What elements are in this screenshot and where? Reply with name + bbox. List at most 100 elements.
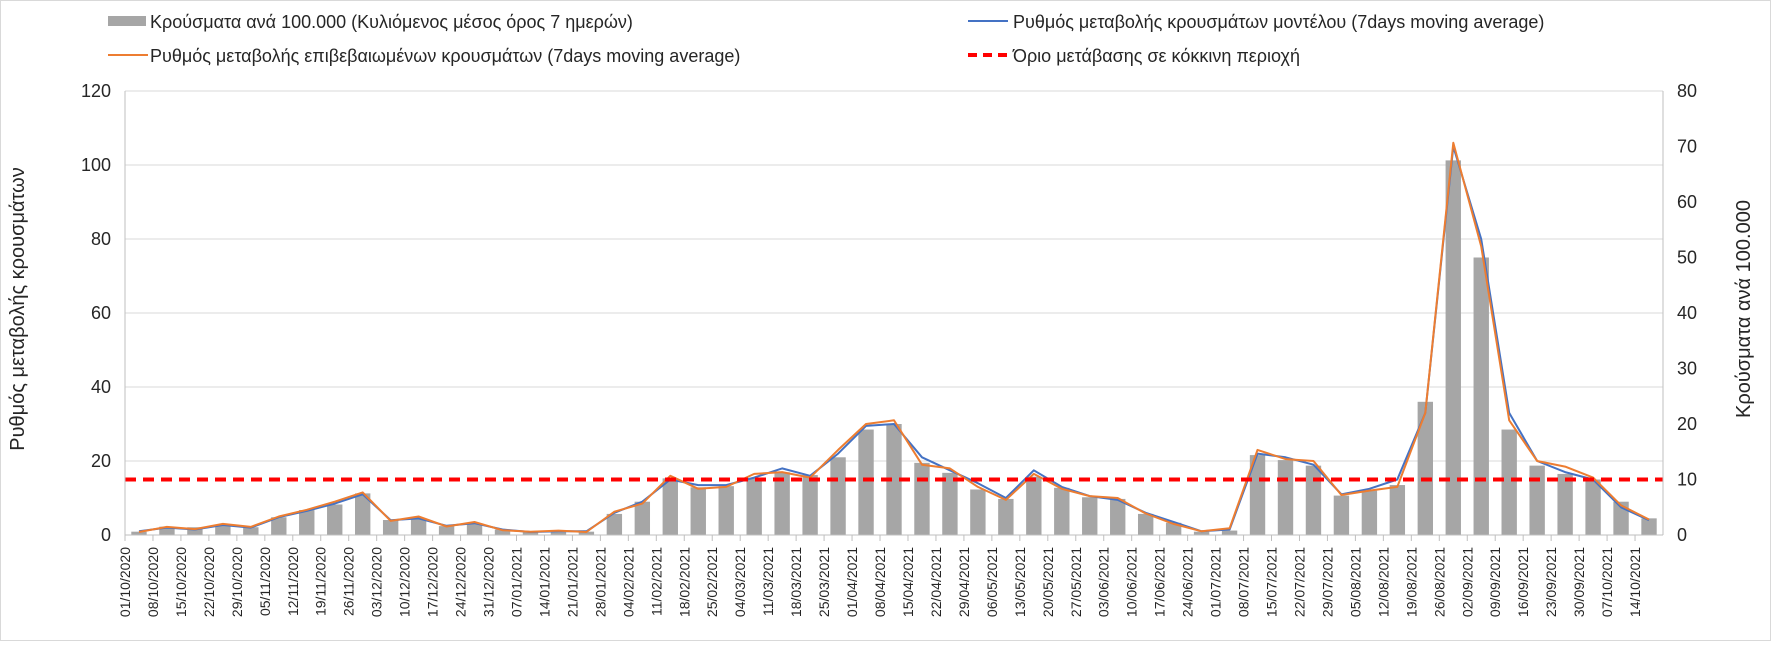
x-tick-label: 05/11/2020 — [257, 547, 273, 616]
x-tick-label: 07/01/2021 — [508, 547, 524, 617]
bar[interactable] — [1585, 479, 1601, 536]
x-tick-label: 25/02/2021 — [704, 547, 720, 617]
x-tick-label: 24/06/2021 — [1180, 547, 1196, 617]
x-tick-label: 22/07/2021 — [1291, 547, 1307, 617]
left-tick-label: 40 — [91, 377, 111, 397]
bar[interactable] — [271, 517, 287, 535]
bar[interactable] — [802, 475, 818, 535]
x-tick-label: 13/05/2021 — [1012, 547, 1028, 617]
x-tick-label: 03/12/2020 — [369, 547, 385, 617]
axis-layer: 0 20 40 60 80 100 120 0 10 20 30 40 50 60 70 80 01/10/20… — [81, 81, 1697, 617]
bar[interactable] — [1529, 465, 1545, 535]
bar[interactable] — [774, 472, 790, 535]
bar[interactable] — [886, 424, 902, 535]
bar[interactable] — [1333, 495, 1350, 535]
bar[interactable] — [215, 525, 231, 535]
bar[interactable] — [1445, 160, 1461, 535]
bar[interactable] — [299, 510, 315, 535]
bar[interactable] — [1473, 257, 1489, 536]
bar[interactable] — [438, 526, 455, 535]
x-tick-label: 28/01/2021 — [592, 547, 608, 617]
bar[interactable] — [550, 531, 567, 535]
bar[interactable] — [1305, 465, 1322, 535]
left-tick-label: 0 — [101, 525, 111, 545]
x-tick-label: 08/07/2021 — [1236, 547, 1252, 617]
bar[interactable] — [466, 523, 483, 535]
bar[interactable] — [187, 527, 203, 535]
x-tick-label: 14/01/2021 — [536, 547, 552, 617]
left-tick-label: 20 — [91, 451, 111, 471]
x-tick-label: 12/08/2021 — [1375, 547, 1391, 617]
bar[interactable] — [662, 478, 678, 535]
legend-item-threshold[interactable]: Όριο μετάβασης σε κόκκινη περιοχή — [968, 46, 1300, 66]
bar[interactable] — [382, 520, 399, 535]
bar[interactable] — [1249, 455, 1266, 535]
bar[interactable] — [1557, 473, 1573, 535]
bar[interactable] — [578, 531, 595, 535]
x-tick-label: 15/10/2020 — [173, 547, 189, 617]
x-tick-label: 15/04/2021 — [900, 547, 916, 617]
x-tick-label: 30/09/2021 — [1571, 547, 1587, 617]
right-tick-label: 20 — [1677, 414, 1697, 434]
bar[interactable] — [1193, 531, 1210, 535]
bar[interactable] — [159, 526, 175, 535]
bar[interactable] — [1054, 487, 1070, 535]
legend-item-bars[interactable]: Κρούσματα ανά 100.000 (Κυλιόμενος μέσος … — [108, 12, 633, 32]
bar[interactable] — [998, 498, 1014, 535]
bar[interactable] — [1221, 530, 1238, 535]
x-tick-label: 10/06/2021 — [1124, 547, 1140, 617]
legend-label-bars: Κρούσματα ανά 100.000 (Κυλιόμενος μέσος … — [150, 12, 633, 32]
right-axis-title: Κρούσματα ανά 100.000 — [1733, 200, 1755, 418]
bar[interactable] — [1277, 460, 1294, 535]
x-tick-label: 26/11/2020 — [341, 547, 357, 616]
bar[interactable] — [1082, 497, 1098, 535]
bar[interactable] — [830, 457, 846, 535]
x-tick-label: 19/11/2020 — [313, 547, 329, 616]
bar[interactable] — [1389, 485, 1406, 535]
bar[interactable] — [522, 532, 539, 535]
left-tick-label: 120 — [81, 81, 111, 101]
bar[interactable] — [410, 518, 427, 535]
x-tick-label: 01/10/2020 — [117, 547, 133, 617]
legend: Κρούσματα ανά 100.000 (Κυλιόμενος μέσος … — [108, 12, 1544, 66]
right-tick-label: 50 — [1677, 248, 1697, 268]
bar[interactable] — [858, 429, 874, 535]
bar[interactable] — [1501, 429, 1517, 535]
bar[interactable] — [606, 513, 623, 535]
x-tick-label: 29/07/2021 — [1319, 547, 1335, 617]
series-line-confirmed[interactable] — [138, 141, 1650, 533]
bar[interactable] — [718, 486, 734, 535]
bar[interactable] — [355, 493, 371, 535]
left-axis-title: Ρυθμός μεταβολής κρουσμάτων — [7, 167, 29, 451]
bar[interactable] — [942, 472, 958, 535]
x-tick-label: 19/08/2021 — [1403, 547, 1419, 617]
bar[interactable] — [1026, 476, 1042, 535]
legend-item-confirmed[interactable]: Ρυθμός μεταβολής επιβεβαιωμένων κρουσμάτ… — [108, 46, 740, 66]
bar[interactable] — [1641, 518, 1657, 535]
bar[interactable] — [494, 529, 511, 535]
bar[interactable] — [131, 531, 147, 535]
bar[interactable] — [634, 501, 651, 535]
x-tick-label: 22/04/2021 — [928, 547, 944, 617]
bar[interactable] — [1361, 490, 1378, 535]
bar[interactable] — [1417, 401, 1433, 535]
bar[interactable] — [1137, 513, 1154, 535]
x-tick-label: 14/10/2021 — [1627, 547, 1643, 617]
x-tick-label: 08/10/2020 — [145, 547, 161, 617]
bar[interactable] — [1110, 498, 1126, 535]
x-tick-label: 01/04/2021 — [844, 547, 860, 617]
x-tick-label: 03/06/2021 — [1096, 547, 1112, 617]
x-tick-label: 27/05/2021 — [1068, 547, 1084, 617]
bar[interactable] — [746, 477, 762, 535]
bar[interactable] — [243, 527, 259, 535]
x-tick-label: 17/12/2020 — [425, 547, 441, 617]
bar[interactable] — [914, 462, 930, 535]
x-tick-label: 24/12/2020 — [453, 547, 469, 617]
bar[interactable] — [690, 487, 706, 535]
legend-item-model[interactable]: Ρυθμός μεταβολής κρουσμάτων μοντέλου (7d… — [968, 12, 1544, 32]
x-tick-label: 02/09/2021 — [1459, 547, 1475, 617]
bar[interactable] — [327, 504, 343, 535]
x-tick-label: 18/03/2021 — [788, 547, 804, 617]
bar[interactable] — [970, 489, 986, 535]
right-tick-label: 40 — [1677, 303, 1697, 323]
